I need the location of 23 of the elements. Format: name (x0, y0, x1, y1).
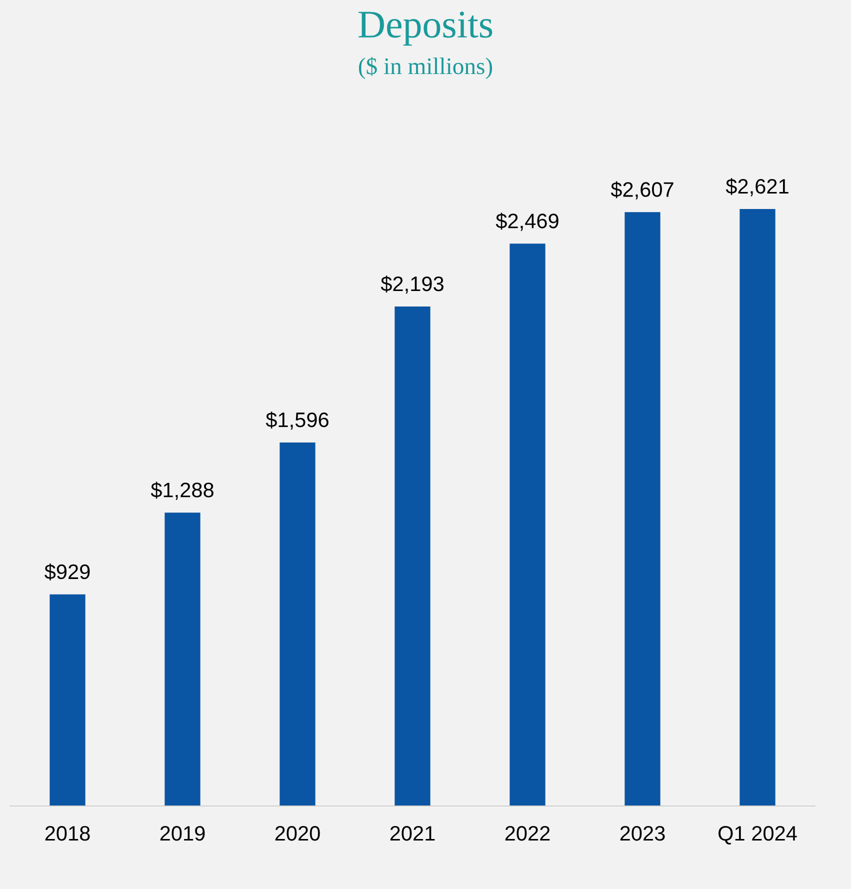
x-tick-label: 2018 (45, 826, 90, 841)
chart-subtitle: ($ in millions) (358, 56, 492, 80)
x-tick-label: Q1 2024 (718, 826, 797, 844)
data-label: $2,469 (496, 212, 558, 231)
x-tick-label: 2021 (390, 826, 435, 841)
bar (50, 594, 86, 806)
bar (394, 306, 430, 806)
data-label: $2,193 (380, 276, 444, 294)
chart-title: Deposits (358, 12, 492, 46)
bar (624, 212, 660, 806)
bar (740, 208, 776, 806)
data-label: $1,288 (150, 482, 214, 500)
x-tick-label: 2023 (620, 826, 665, 841)
data-label: $2,607 (610, 181, 674, 200)
bar (164, 512, 200, 806)
x-tick-label: 2020 (275, 826, 320, 841)
x-tick-label: 2022 (505, 826, 550, 841)
data-label: $1,596 (266, 412, 328, 430)
x-tick-label: 2019 (160, 826, 205, 841)
bar (510, 244, 546, 806)
bar (280, 442, 316, 806)
data-label: $2,621 (726, 178, 788, 196)
data-label: $929 (44, 564, 90, 580)
